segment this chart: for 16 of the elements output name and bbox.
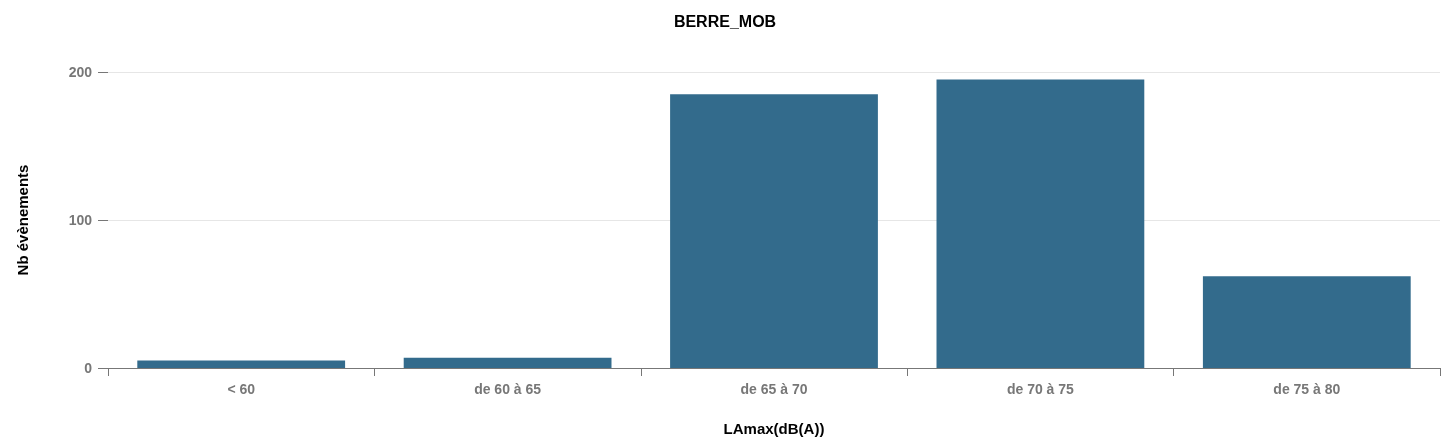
x-axis-title: LAmax(dB(A)) [723, 420, 825, 437]
chart-title: BERRE_MOB [673, 12, 777, 30]
bar [670, 94, 878, 368]
x-tick-label: de 65 à 70 [740, 381, 808, 397]
y-tick-label: 0 [84, 360, 93, 376]
bar [936, 79, 1145, 368]
y-tick-label: 200 [68, 64, 93, 80]
bar [1202, 276, 1411, 368]
x-tick-label: de 60 à 65 [474, 381, 542, 397]
x-tick-label: de 70 à 75 [1006, 381, 1075, 397]
bar [137, 360, 346, 368]
x-tick-label: de 75 à 80 [1273, 381, 1341, 397]
bar [403, 357, 612, 368]
y-axis-title: Nb évènements [14, 164, 31, 276]
x-tick-label: < 60 [227, 381, 256, 397]
y-tick-label: 100 [68, 212, 93, 228]
